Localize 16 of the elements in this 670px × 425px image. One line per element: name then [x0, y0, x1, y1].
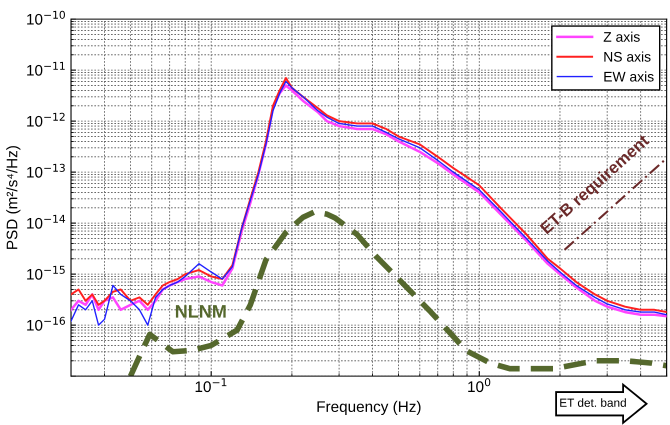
y-axis-title: PSD (m²/s⁴/Hz) — [6, 146, 20, 249]
x-axis-title: Frequency (Hz) — [317, 400, 421, 416]
y-tick-label: 10$^{−12}$ — [27, 112, 65, 127]
legend-label: EW axis — [604, 71, 654, 82]
y-tick-label: 10$^{−13}$ — [27, 164, 65, 178]
x-tick-label: 10$^{−1}$ — [196, 378, 226, 392]
text: ET det. band — [560, 398, 626, 407]
y-tick-label: 10$^{−10}$ — [27, 10, 65, 25]
x-tick-label: 10$^{0}$ — [468, 378, 490, 392]
legend-label: Z axis — [604, 32, 640, 42]
legend-label: NS axis — [604, 52, 651, 62]
y-tick-label: 10$^{−16}$ — [27, 316, 66, 331]
y-tick-label: 10$^{−14}$ — [27, 214, 66, 229]
y-tick-label: 10$^{−15}$ — [27, 266, 65, 280]
y-tick-label: 10$^{−11}$ — [27, 62, 65, 76]
series-label: NLNM — [176, 305, 226, 318]
